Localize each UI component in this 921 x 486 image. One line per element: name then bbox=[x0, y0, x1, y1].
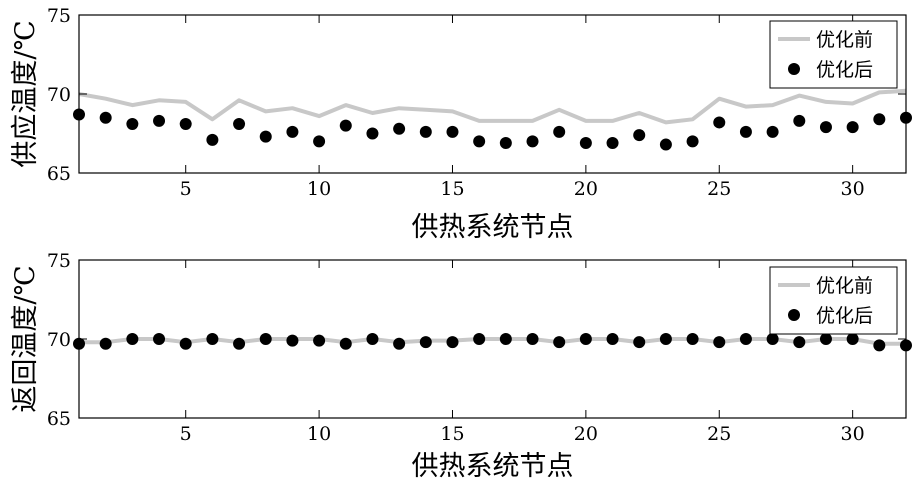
data-point bbox=[366, 127, 379, 140]
data-point bbox=[126, 118, 139, 131]
x-tick-label: 5 bbox=[180, 423, 192, 445]
legend-box bbox=[769, 20, 898, 89]
data-point bbox=[553, 125, 566, 138]
data-point bbox=[233, 118, 246, 131]
data-point bbox=[739, 333, 752, 345]
data-point bbox=[686, 135, 699, 148]
data-point bbox=[393, 122, 406, 135]
x-axis-label: 供热系统节点 bbox=[412, 212, 574, 243]
x-tick-label: 30 bbox=[841, 423, 865, 445]
legend-box bbox=[769, 266, 898, 335]
data-point bbox=[873, 339, 886, 352]
data-point bbox=[419, 336, 432, 349]
data-point bbox=[766, 333, 779, 345]
data-point bbox=[633, 129, 646, 142]
data-point bbox=[713, 116, 726, 129]
data-point bbox=[606, 333, 619, 345]
data-point bbox=[393, 337, 406, 350]
data-point bbox=[179, 118, 192, 131]
data-point bbox=[793, 114, 806, 127]
data-point bbox=[473, 135, 486, 148]
x-tick-label: 20 bbox=[574, 423, 598, 445]
data-point bbox=[846, 333, 859, 345]
data-point bbox=[766, 125, 779, 138]
x-tick-label: 25 bbox=[707, 178, 731, 200]
legend-swatch-dot bbox=[788, 309, 800, 321]
data-point bbox=[233, 337, 246, 350]
y-axis-label: 供应温度/℃ bbox=[10, 20, 41, 167]
x-tick-label: 10 bbox=[307, 423, 331, 445]
y-tick-label: 70 bbox=[47, 329, 71, 351]
data-point bbox=[179, 337, 192, 350]
data-point bbox=[313, 334, 326, 347]
data-point bbox=[819, 121, 832, 134]
data-point bbox=[633, 336, 646, 349]
x-tick-label: 5 bbox=[180, 178, 192, 200]
data-point bbox=[366, 333, 379, 345]
data-point bbox=[579, 333, 592, 345]
data-point bbox=[286, 125, 299, 138]
x-tick-label: 15 bbox=[440, 423, 464, 445]
data-point bbox=[259, 333, 272, 345]
data-point bbox=[606, 136, 619, 149]
y-tick-label: 65 bbox=[47, 163, 71, 185]
data-point bbox=[419, 125, 432, 138]
x-tick-label: 10 bbox=[307, 178, 331, 200]
data-point bbox=[206, 333, 219, 345]
data-point bbox=[526, 135, 539, 148]
data-point bbox=[313, 135, 326, 148]
data-point bbox=[686, 333, 699, 345]
data-point bbox=[526, 333, 539, 345]
legend-label-after: 优化后 bbox=[816, 59, 873, 81]
x-axis-label: 供热系统节点 bbox=[412, 451, 574, 482]
legend-swatch-dot bbox=[788, 63, 800, 75]
data-point bbox=[579, 136, 592, 149]
x-tick-label: 20 bbox=[574, 178, 598, 200]
data-point bbox=[446, 125, 459, 138]
x-tick-label: 15 bbox=[440, 178, 464, 200]
series-points-after bbox=[73, 108, 912, 151]
y-tick-label: 65 bbox=[47, 408, 71, 430]
data-point bbox=[873, 113, 886, 126]
legend-label-after: 优化后 bbox=[816, 305, 873, 327]
data-point bbox=[846, 121, 859, 134]
y-axis-label: 返回温度/℃ bbox=[10, 265, 41, 412]
data-point bbox=[659, 333, 672, 345]
data-point bbox=[99, 111, 112, 124]
data-point bbox=[126, 333, 139, 345]
series-points-after bbox=[73, 333, 912, 352]
data-point bbox=[339, 337, 352, 350]
series-line-before bbox=[78, 88, 907, 125]
data-point bbox=[499, 333, 512, 345]
y-tick-label: 70 bbox=[47, 84, 71, 106]
legend-label-before: 优化前 bbox=[816, 29, 873, 51]
y-tick-label: 75 bbox=[47, 5, 71, 27]
data-point bbox=[473, 333, 486, 345]
data-point bbox=[713, 336, 726, 349]
data-point bbox=[659, 138, 672, 151]
series-line-before bbox=[79, 337, 906, 346]
y-tick-label: 75 bbox=[47, 250, 71, 272]
data-point bbox=[446, 336, 459, 349]
x-tick-label: 30 bbox=[841, 178, 865, 200]
data-point bbox=[553, 336, 566, 349]
data-point bbox=[819, 333, 832, 345]
x-tick-label: 25 bbox=[707, 423, 731, 445]
legend-label-before: 优化前 bbox=[816, 275, 873, 297]
data-point bbox=[793, 336, 806, 349]
data-point bbox=[259, 130, 272, 143]
data-point bbox=[286, 334, 299, 347]
data-point bbox=[206, 133, 219, 146]
data-point bbox=[153, 114, 166, 127]
data-point bbox=[99, 337, 112, 350]
data-point bbox=[339, 119, 352, 132]
data-point bbox=[153, 333, 166, 345]
data-point bbox=[499, 136, 512, 149]
data-point bbox=[739, 125, 752, 138]
